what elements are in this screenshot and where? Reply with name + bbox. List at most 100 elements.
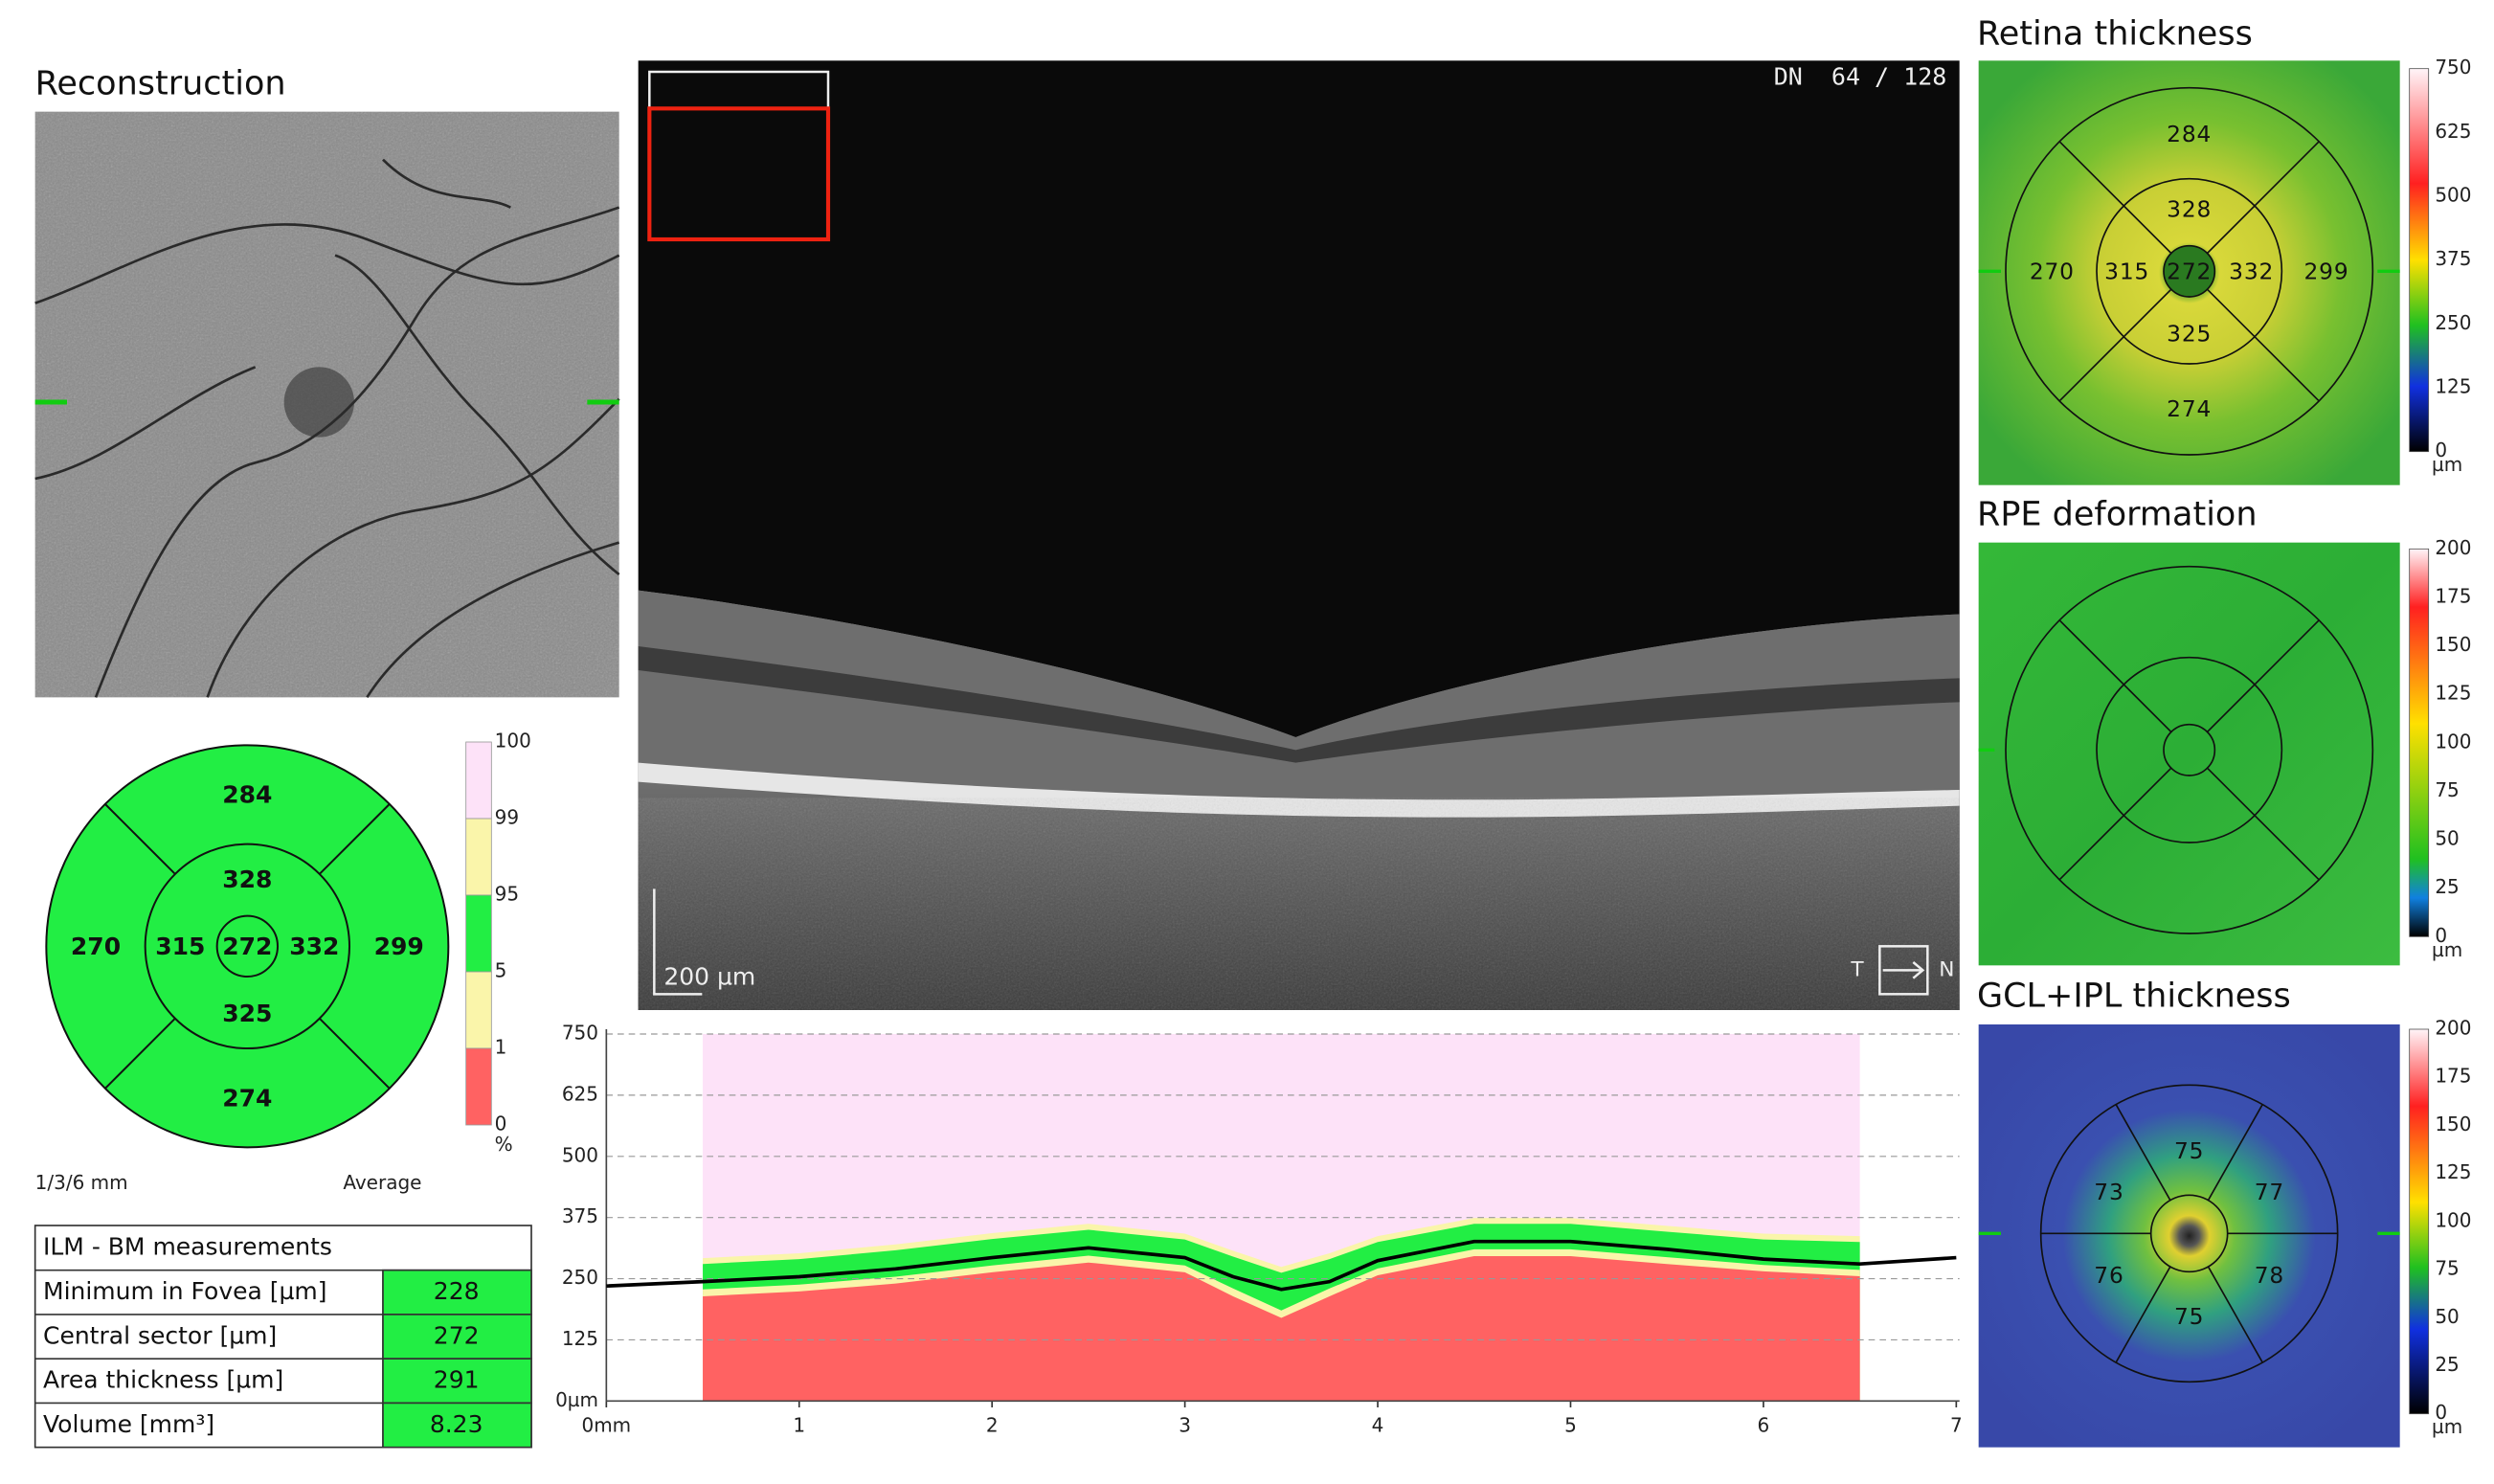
map-grids — [2005, 86, 2374, 1383]
percentile-tick-label: 5 — [495, 959, 507, 982]
sector-value: 274 — [222, 1084, 272, 1112]
sector-value: 73 — [2094, 1179, 2123, 1205]
colorbar-tick-label: 250 — [2435, 311, 2471, 334]
colorbar-tick-label: 125 — [2435, 1160, 2471, 1183]
colorbar-unit: µm — [2432, 453, 2462, 476]
sector-value: 299 — [374, 933, 424, 960]
colorbar-tick-label: 125 — [2435, 375, 2471, 398]
row-value: 8.23 — [430, 1410, 483, 1438]
y-tick-label: 375 — [562, 1204, 598, 1227]
sector-value: 78 — [2255, 1262, 2284, 1289]
percentile-band — [465, 894, 492, 973]
value-cell — [382, 1402, 532, 1449]
fundus-image — [34, 111, 620, 699]
y-tick-label: 0µm — [555, 1388, 598, 1411]
colorbar-tick-label: 50 — [2435, 1305, 2459, 1328]
colorbar-tick-label: 150 — [2435, 1113, 2471, 1135]
grid-caption: Average — [343, 1171, 421, 1194]
x-tick-label: 5 — [1564, 1414, 1577, 1437]
colorbar-tick-label: 150 — [2435, 633, 2471, 656]
x-tick-label: 1 — [793, 1414, 805, 1437]
percentile-tick-label: 100 — [495, 730, 531, 753]
colorbar-tick-label: 0 — [2435, 438, 2447, 461]
colorbar-tick-label: 50 — [2435, 827, 2459, 850]
sector-value: 332 — [2229, 259, 2274, 285]
percentile-tick-label: 1 — [495, 1036, 507, 1059]
sector-value: 325 — [222, 1000, 272, 1027]
sector-value: 270 — [71, 933, 121, 960]
percentile-tick-label: 0 — [495, 1113, 507, 1135]
sector-value: 75 — [2174, 1137, 2204, 1164]
orientation-label: N — [1939, 957, 1954, 981]
percentile-band — [465, 741, 492, 820]
colorbar-tick-label: 75 — [2435, 778, 2459, 801]
row-value: 228 — [434, 1277, 480, 1305]
scale-bar-label: 200 µm — [663, 963, 755, 991]
gcl-map-image — [1978, 1024, 2400, 1448]
percentile-band — [465, 971, 492, 1049]
sector-value: 75 — [2174, 1303, 2204, 1330]
panel-title: GCL+IPL thickness — [1977, 978, 2291, 1016]
row-label: Central sector [µm] — [43, 1321, 277, 1349]
colorbar-tick-label: 175 — [2435, 584, 2471, 607]
percentile-tick-label: 95 — [495, 883, 519, 906]
sector-value: 315 — [2104, 259, 2149, 285]
y-tick-label: 625 — [562, 1082, 598, 1105]
slice-label: DN 64 / 128 — [1774, 63, 1947, 91]
grid-caption: 1/3/6 mm — [35, 1171, 128, 1194]
bscan-image — [638, 60, 1960, 1011]
colorbar-tick-label: 0 — [2435, 924, 2447, 947]
value-cell — [382, 1314, 532, 1360]
thickness-line — [606, 1239, 1957, 1292]
sector-value: 274 — [2167, 395, 2212, 422]
y-tick-label: 500 — [562, 1143, 598, 1166]
sector-value: 328 — [2167, 196, 2212, 223]
sector-value: 272 — [2167, 259, 2212, 285]
colorbar-tick-label: 375 — [2435, 247, 2471, 270]
colorbar-tick-label: 25 — [2435, 875, 2459, 898]
colorbar-tick-label: 200 — [2435, 536, 2471, 559]
sector-value: 272 — [222, 933, 272, 960]
colorbar — [2409, 1028, 2430, 1415]
percentile-band — [465, 818, 492, 896]
sector-value: 77 — [2255, 1179, 2284, 1205]
x-tick-label: 3 — [1179, 1414, 1191, 1437]
percentile-area — [703, 1256, 1860, 1402]
colorbar-tick-label: 750 — [2435, 56, 2471, 79]
colorbar-tick-label: 100 — [2435, 730, 2471, 753]
colorbar — [2409, 68, 2430, 453]
sector-value: 270 — [2030, 259, 2075, 285]
colorbar-tick-label: 100 — [2435, 1208, 2471, 1231]
x-tick-label: 0mm — [581, 1414, 631, 1437]
sector-value: 299 — [2303, 259, 2348, 285]
x-tick-label: 6 — [1758, 1414, 1770, 1437]
value-cell — [382, 1358, 532, 1405]
panel-title: Retina thickness — [1977, 15, 2253, 54]
colorbar-unit: µm — [2432, 938, 2462, 961]
x-tick-label: 2 — [986, 1414, 999, 1437]
percentile-band — [465, 1047, 492, 1126]
sector-value: 284 — [2167, 121, 2212, 147]
panel-title: Reconstruction — [35, 64, 286, 102]
sector-value: 328 — [222, 866, 272, 893]
row-value: 272 — [434, 1321, 480, 1349]
etdrs-grid — [45, 744, 450, 1149]
sector-value: 76 — [2094, 1262, 2123, 1289]
y-tick-label: 750 — [562, 1022, 598, 1045]
value-cell — [382, 1269, 532, 1315]
colorbar-unit: µm — [2432, 1415, 2462, 1438]
row-label: Minimum in Fovea [µm] — [43, 1277, 327, 1305]
colorbar-tick-label: 125 — [2435, 682, 2471, 705]
x-tick-label: 4 — [1372, 1414, 1384, 1437]
panel-title: RPE deformation — [1977, 495, 2258, 533]
colorbar-tick-label: 625 — [2435, 120, 2471, 143]
colorbar-tick-label: 0 — [2435, 1401, 2447, 1424]
colorbar — [2409, 548, 2430, 937]
y-tick-label: 125 — [562, 1327, 598, 1350]
row-value: 291 — [434, 1366, 480, 1394]
percentile-unit: % — [495, 1133, 513, 1156]
row-label: Area thickness [µm] — [43, 1366, 283, 1394]
table-title: ILM - BM measurements — [43, 1232, 332, 1260]
rpe-map-image — [1978, 542, 2400, 966]
